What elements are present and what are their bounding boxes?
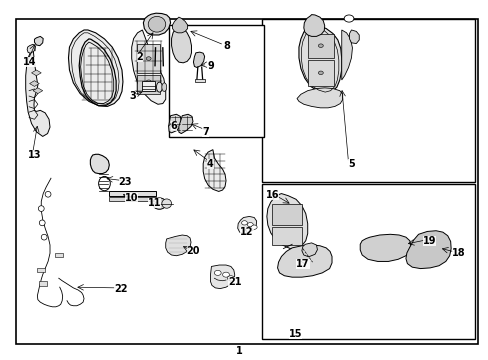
Polygon shape [210, 265, 234, 289]
Polygon shape [298, 24, 341, 94]
Ellipse shape [152, 198, 166, 209]
Text: 10: 10 [125, 193, 138, 203]
Polygon shape [360, 234, 410, 261]
Text: 17: 17 [296, 259, 309, 269]
Ellipse shape [146, 57, 151, 60]
Text: 14: 14 [23, 57, 36, 67]
Polygon shape [168, 114, 181, 133]
Polygon shape [193, 52, 204, 67]
Polygon shape [143, 13, 170, 35]
Text: 6: 6 [170, 121, 177, 131]
Ellipse shape [41, 234, 47, 240]
Ellipse shape [241, 221, 247, 225]
Bar [109, 191, 155, 196]
Text: 9: 9 [206, 61, 213, 71]
Polygon shape [90, 154, 109, 174]
Polygon shape [301, 243, 317, 257]
Ellipse shape [162, 199, 171, 208]
Ellipse shape [146, 80, 151, 84]
Bar [37, 268, 45, 272]
Polygon shape [405, 231, 450, 269]
Ellipse shape [162, 83, 166, 91]
Polygon shape [27, 44, 35, 53]
Polygon shape [296, 88, 342, 108]
Text: 21: 21 [227, 277, 241, 287]
Ellipse shape [251, 225, 257, 229]
Polygon shape [277, 245, 331, 277]
Text: 15: 15 [288, 329, 302, 339]
Ellipse shape [222, 272, 229, 277]
Ellipse shape [247, 222, 253, 227]
Polygon shape [31, 70, 41, 76]
Text: 22: 22 [114, 284, 127, 294]
Polygon shape [26, 48, 50, 136]
Ellipse shape [318, 44, 323, 48]
Ellipse shape [38, 206, 44, 211]
Polygon shape [165, 235, 191, 256]
Polygon shape [172, 17, 187, 33]
Polygon shape [237, 216, 256, 234]
Text: 13: 13 [28, 150, 41, 160]
Bar [169, 24, 264, 137]
Polygon shape [179, 114, 193, 134]
Bar [195, 79, 204, 82]
Polygon shape [349, 30, 359, 44]
Bar [261, 19, 474, 182]
Text: 23: 23 [119, 177, 132, 187]
Bar [109, 197, 155, 202]
Ellipse shape [318, 71, 323, 75]
Ellipse shape [45, 192, 51, 197]
Ellipse shape [39, 220, 45, 226]
Ellipse shape [156, 82, 162, 92]
Text: 20: 20 [186, 247, 200, 256]
Polygon shape [171, 26, 191, 63]
Text: 5: 5 [347, 159, 354, 169]
Polygon shape [266, 194, 307, 249]
Text: 16: 16 [265, 190, 279, 200]
Text: 3: 3 [129, 91, 136, 101]
Bar [137, 44, 160, 73]
Polygon shape [341, 30, 352, 80]
Text: 1: 1 [236, 346, 243, 356]
Bar [271, 227, 301, 245]
Text: 7: 7 [202, 127, 208, 137]
Ellipse shape [148, 17, 165, 32]
Polygon shape [203, 150, 225, 192]
Text: 12: 12 [240, 227, 253, 237]
Polygon shape [131, 30, 165, 104]
Text: 18: 18 [451, 248, 464, 258]
Ellipse shape [227, 276, 234, 281]
Bar [307, 60, 334, 86]
Text: 8: 8 [223, 41, 229, 51]
Polygon shape [303, 15, 324, 36]
Polygon shape [34, 36, 43, 46]
Polygon shape [68, 30, 122, 107]
Text: 2: 2 [136, 52, 143, 62]
Text: 11: 11 [147, 198, 161, 208]
Bar [307, 33, 334, 58]
Polygon shape [33, 88, 42, 94]
Text: 4: 4 [206, 159, 213, 169]
Ellipse shape [344, 15, 353, 22]
Bar [142, 81, 154, 91]
Bar [271, 203, 301, 225]
Bar [137, 75, 160, 94]
Bar [261, 184, 474, 339]
Bar [39, 282, 46, 286]
Text: 19: 19 [422, 236, 435, 246]
Polygon shape [30, 81, 39, 86]
Bar [55, 253, 62, 257]
Ellipse shape [214, 270, 221, 275]
